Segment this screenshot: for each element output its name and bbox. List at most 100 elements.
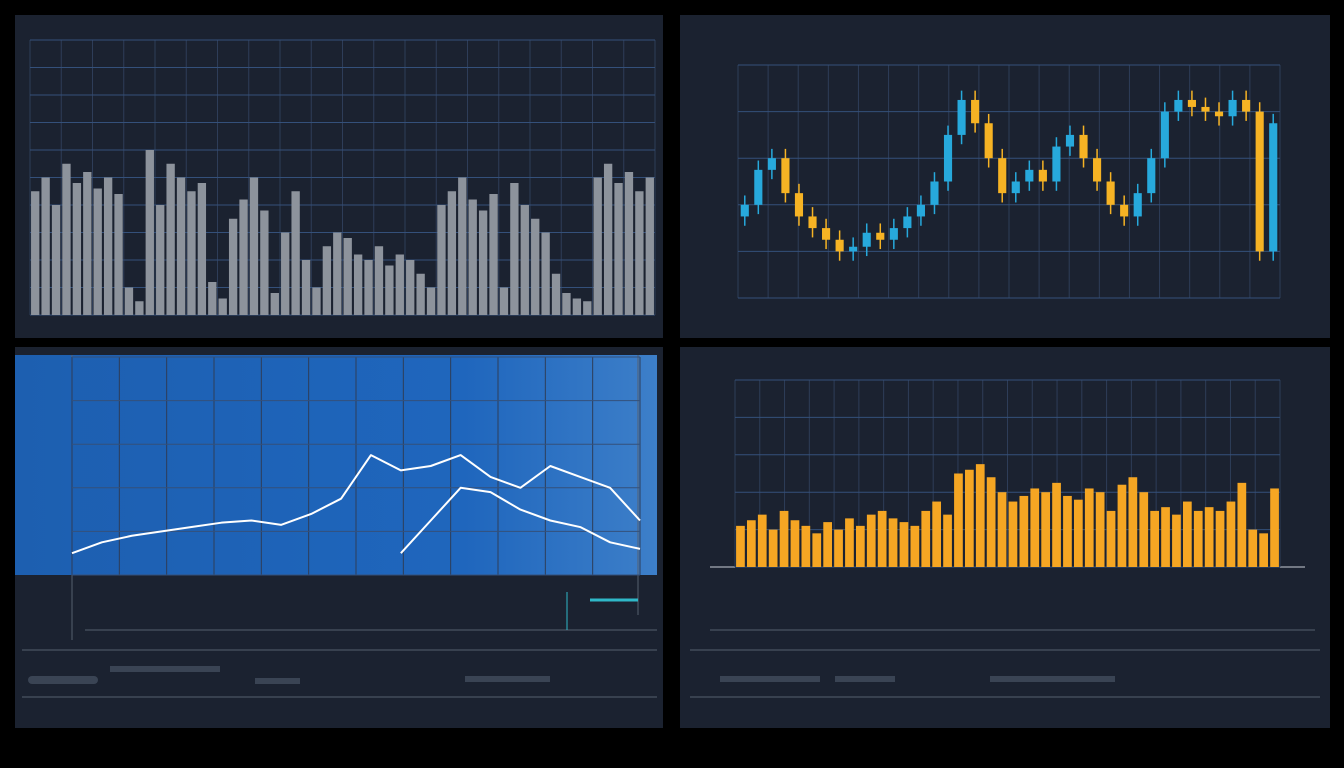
candle-body (1079, 134, 1088, 159)
candle-body (794, 193, 804, 217)
bar (447, 191, 457, 315)
candle-body (1214, 111, 1224, 117)
candle-body (1242, 99, 1251, 112)
bar (614, 183, 623, 315)
bar (1172, 514, 1181, 567)
bar (801, 525, 811, 567)
bar (834, 529, 843, 567)
toolbar-chip[interactable] (28, 676, 98, 684)
bar (624, 172, 634, 315)
candle-body (916, 204, 925, 217)
toolbar-chip[interactable] (835, 676, 895, 682)
bar (877, 510, 887, 567)
bar (291, 191, 300, 315)
bar (845, 518, 854, 567)
bar (757, 514, 767, 567)
bar (426, 287, 436, 315)
bar (1128, 477, 1138, 567)
bar (855, 525, 865, 567)
bar (156, 205, 165, 315)
bar (1139, 492, 1149, 567)
candle-body (849, 246, 858, 252)
bar (166, 163, 175, 315)
bar (395, 254, 404, 315)
bar (385, 265, 394, 315)
bar (1215, 510, 1225, 567)
bar (51, 205, 61, 315)
bar (218, 298, 227, 315)
toolbar-chip[interactable] (110, 666, 220, 672)
bar (62, 163, 71, 315)
bar (790, 520, 800, 567)
bar (374, 246, 384, 315)
candle-body (1147, 158, 1156, 194)
bar (1193, 510, 1203, 567)
bar (583, 301, 592, 315)
bar (964, 469, 974, 567)
plot-background (15, 355, 657, 575)
bar (343, 238, 352, 315)
bar (1226, 501, 1236, 567)
bar (239, 199, 248, 315)
bar (1052, 482, 1061, 567)
bar (124, 287, 134, 315)
candle-body (1065, 134, 1075, 147)
bar (1150, 510, 1160, 567)
candle-body (1201, 106, 1210, 112)
candle-body (1025, 169, 1034, 182)
bar (1008, 501, 1018, 567)
bar (603, 163, 613, 315)
bar (1073, 499, 1083, 567)
toolbar-chip[interactable] (465, 676, 550, 682)
bar (1270, 488, 1279, 567)
bar (1204, 507, 1214, 567)
candle-body (998, 158, 1007, 194)
bar (1095, 492, 1105, 567)
bar (322, 246, 332, 315)
candle-body (1255, 111, 1264, 252)
toolbar-chip[interactable] (255, 678, 300, 684)
bar (93, 188, 102, 315)
candle-body (862, 232, 871, 247)
bar (353, 254, 363, 315)
bar (551, 273, 561, 315)
candle-body (957, 99, 966, 135)
candle-body (1011, 181, 1020, 194)
bar (437, 205, 446, 315)
line-series (400, 486, 641, 554)
bar (208, 282, 217, 315)
bar (1030, 488, 1040, 567)
candle-body (889, 228, 898, 240)
bar (866, 514, 876, 567)
candle-body (1228, 99, 1237, 117)
bar (281, 232, 290, 315)
bar (301, 260, 311, 315)
candle-body (1093, 158, 1102, 182)
toolbar-chip[interactable] (990, 676, 1115, 682)
candle-body (740, 204, 749, 217)
bar (270, 293, 279, 315)
candle-body (835, 239, 844, 252)
bar (406, 260, 415, 315)
bar (364, 260, 373, 315)
bar (746, 520, 756, 567)
toolbar-chip[interactable] (720, 676, 820, 682)
bar (249, 177, 259, 315)
bar (997, 492, 1007, 567)
bar (1161, 507, 1170, 567)
bar (888, 518, 898, 567)
bar (1019, 495, 1029, 567)
bar (260, 210, 269, 315)
candle-body (930, 181, 939, 205)
bar (635, 191, 644, 315)
bar (541, 232, 550, 315)
bar (520, 205, 529, 315)
bar (986, 477, 996, 567)
candle-body (781, 158, 790, 194)
bar (228, 218, 238, 315)
bar (823, 522, 833, 567)
bar (489, 194, 498, 315)
bar (1063, 495, 1072, 567)
bar (312, 287, 321, 315)
